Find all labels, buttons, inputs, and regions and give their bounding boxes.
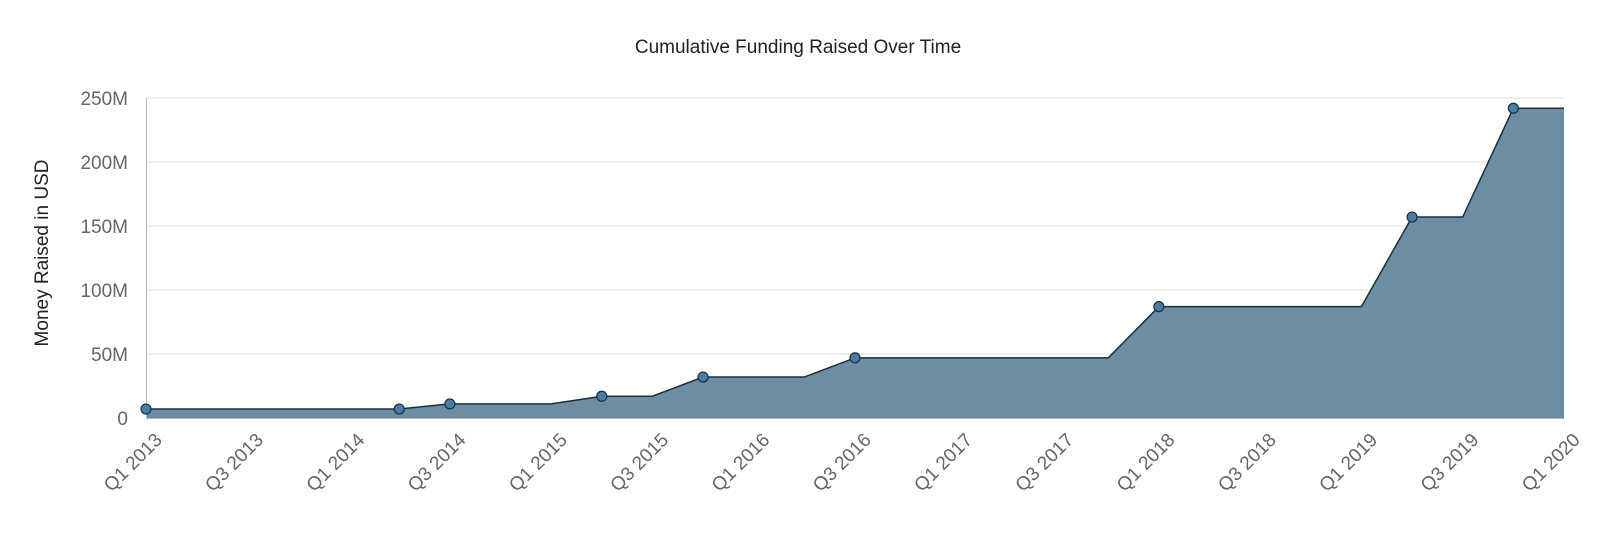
data-point[interactable] bbox=[697, 371, 709, 383]
x-tick-label: Q1 2018 bbox=[1113, 430, 1179, 496]
data-point[interactable] bbox=[849, 352, 861, 364]
x-tick-label: Q3 2015 bbox=[607, 430, 673, 496]
x-tick-label: Q1 2019 bbox=[1316, 430, 1382, 496]
x-tick-label: Q1 2016 bbox=[708, 430, 774, 496]
data-point[interactable] bbox=[140, 403, 152, 415]
y-tick-label: 250M bbox=[80, 89, 128, 110]
y-tick-label: 150M bbox=[80, 217, 128, 238]
y-tick-label: 0 bbox=[117, 409, 128, 430]
x-tick-label: Q1 2013 bbox=[100, 430, 166, 496]
x-tick-label: Q1 2017 bbox=[910, 430, 976, 496]
data-point[interactable] bbox=[1406, 211, 1418, 223]
data-point[interactable] bbox=[596, 390, 608, 402]
x-tick-label: Q3 2013 bbox=[201, 430, 267, 496]
x-tick-label: Q1 2020 bbox=[1518, 430, 1584, 496]
x-tick-label: Q3 2017 bbox=[1012, 430, 1078, 496]
x-tick-label: Q3 2019 bbox=[1417, 430, 1483, 496]
data-point[interactable] bbox=[1153, 301, 1165, 313]
data-point[interactable] bbox=[393, 403, 405, 415]
x-tick-labels: Q1 2013 Q3 2013 Q1 2014 Q3 2014 Q1 2015 Q3 20… bbox=[100, 429, 1584, 496]
data-point[interactable] bbox=[1507, 102, 1519, 114]
y-axis-label: Money Raised in USD bbox=[32, 160, 53, 347]
y-tick-label: 50M bbox=[91, 345, 128, 366]
x-tick-label: Q1 2015 bbox=[505, 430, 571, 496]
area-fill bbox=[146, 108, 1564, 419]
data-point[interactable] bbox=[444, 398, 456, 410]
x-tick-label: Q3 2016 bbox=[809, 430, 875, 496]
area-series bbox=[146, 107, 1564, 419]
y-tick-labels: 0 50M 100M 150M 200M 250M bbox=[80, 89, 128, 430]
chart-title: Cumulative Funding Raised Over Time bbox=[635, 37, 961, 58]
series-line bbox=[146, 107, 1564, 410]
data-markers bbox=[140, 102, 1519, 415]
x-tick-label: Q1 2014 bbox=[303, 429, 370, 496]
x-tick-label: Q3 2014 bbox=[404, 429, 471, 496]
y-tick-label: 200M bbox=[80, 153, 128, 174]
y-tick-label: 100M bbox=[80, 281, 128, 302]
axes bbox=[146, 98, 1564, 419]
x-tick-label: Q3 2018 bbox=[1214, 430, 1280, 496]
